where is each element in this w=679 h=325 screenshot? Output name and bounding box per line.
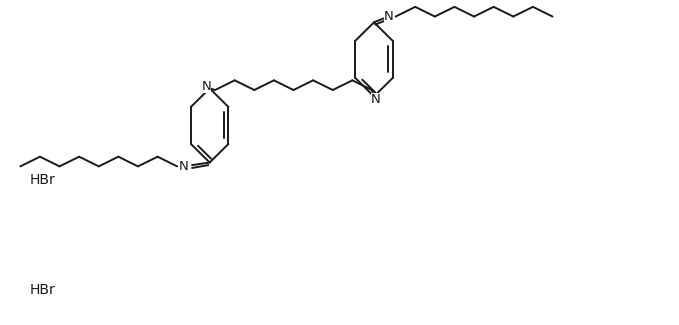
- Text: HBr: HBr: [30, 173, 56, 187]
- Text: N: N: [179, 160, 189, 173]
- Text: N: N: [384, 10, 394, 23]
- Text: N: N: [202, 80, 211, 93]
- Text: HBr: HBr: [30, 283, 56, 297]
- Text: N: N: [371, 93, 381, 106]
